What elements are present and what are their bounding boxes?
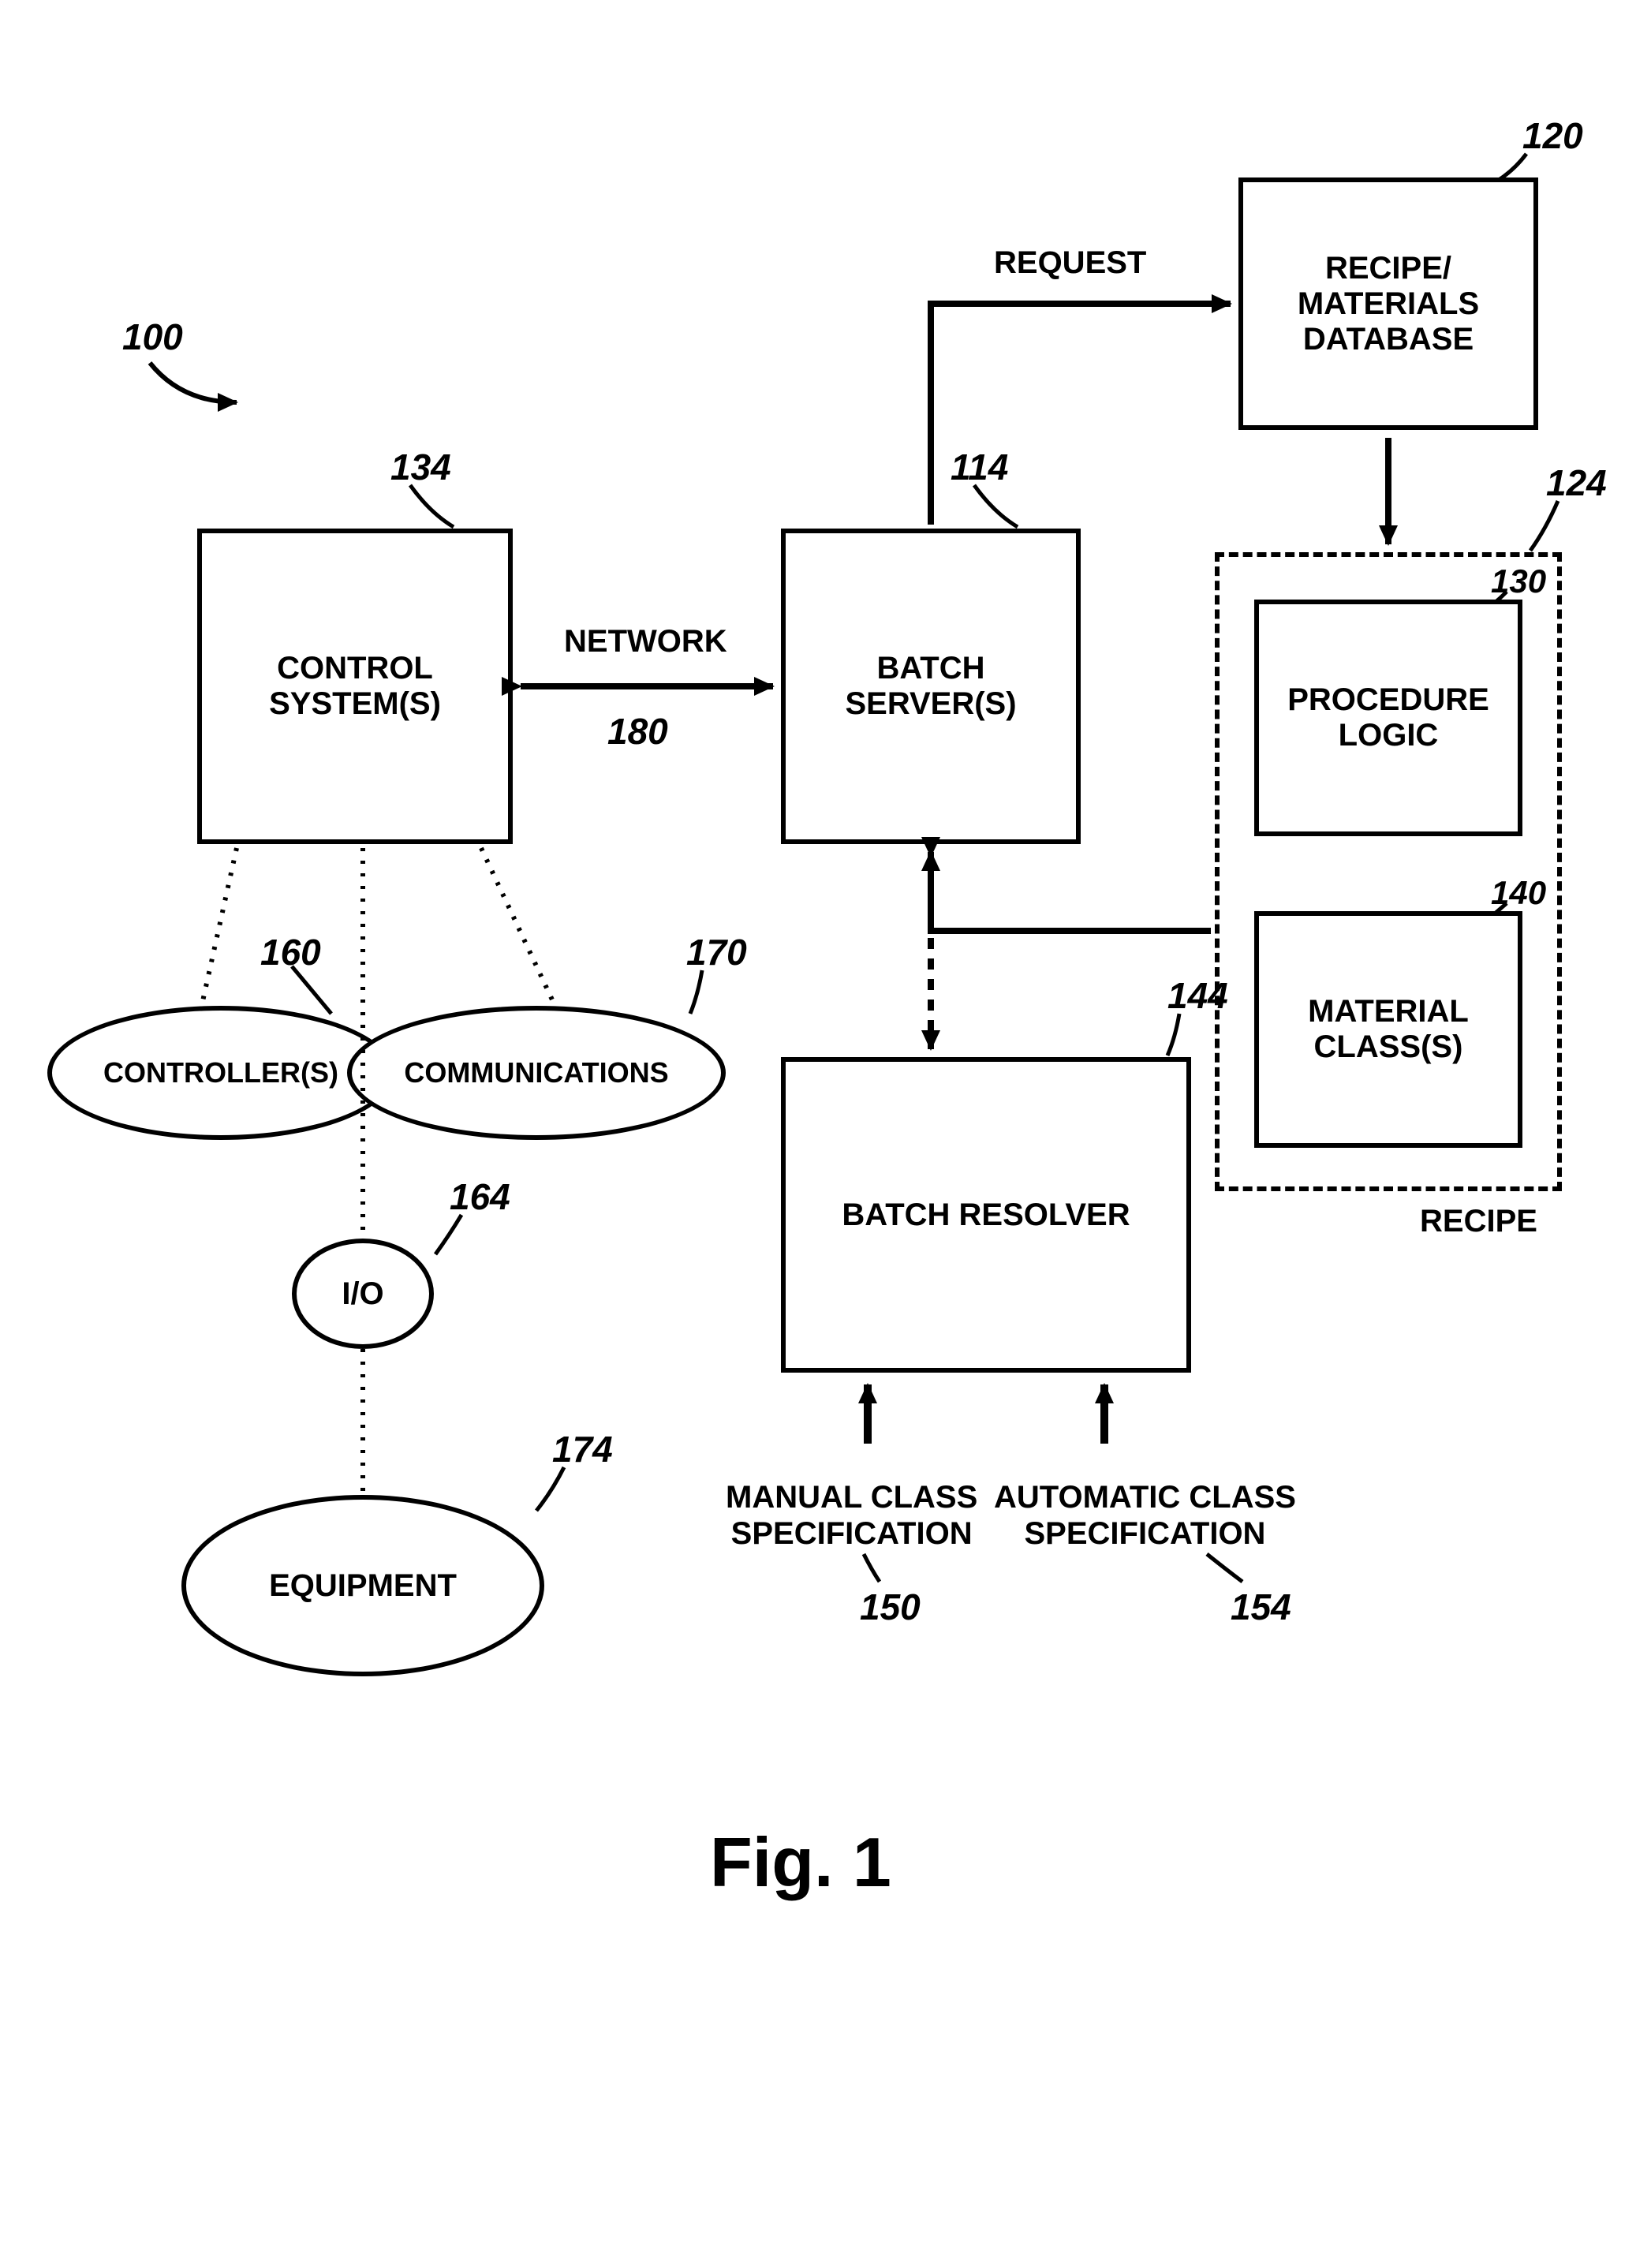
communications-ellipse: COMMUNICATIONS [347, 1006, 726, 1140]
system-ref: 100 [122, 316, 183, 358]
procedure-logic-ref: 130 [1491, 562, 1546, 600]
controllers-label: CONTROLLER(S) [103, 1056, 338, 1089]
io-ref: 164 [450, 1175, 510, 1218]
batch-server-box: BATCH SERVER(S) [781, 529, 1081, 844]
network-ref: 180 [607, 710, 668, 753]
recipe-db-label: RECIPE/ MATERIALS DATABASE [1298, 251, 1479, 357]
io-ellipse: I/O [292, 1239, 434, 1349]
controllers-ref: 160 [260, 931, 321, 973]
control-system-label: CONTROL SYSTEM(S) [269, 651, 441, 722]
material-class-box: MATERIAL CLASS(S) [1254, 911, 1522, 1148]
recipe-db-ref: 120 [1522, 114, 1583, 157]
batch-server-label: BATCH SERVER(S) [845, 651, 1016, 722]
batch-server-ref: 114 [951, 446, 1008, 488]
material-class-label: MATERIAL CLASS(S) [1308, 994, 1469, 1065]
control-system-box: CONTROL SYSTEM(S) [197, 529, 513, 844]
controllers-ellipse: CONTROLLER(S) [47, 1006, 394, 1140]
procedure-logic-label: PROCEDURE LOGIC [1287, 682, 1489, 753]
request-label: REQUEST [994, 245, 1146, 281]
batch-resolver-label: BATCH RESOLVER [842, 1198, 1130, 1233]
equipment-ref: 174 [552, 1428, 613, 1470]
communications-ref: 170 [686, 931, 747, 973]
equipment-ellipse: EQUIPMENT [181, 1495, 544, 1676]
automatic-class-label: AUTOMATIC CLASS SPECIFICATION [994, 1479, 1296, 1552]
material-class-ref: 140 [1491, 874, 1546, 912]
communications-label: COMMUNICATIONS [404, 1056, 668, 1089]
recipe-container-ref: 124 [1546, 461, 1607, 504]
figure-title: Fig. 1 [710, 1822, 891, 1903]
recipe-container-label: RECIPE [1420, 1203, 1537, 1239]
batch-resolver-ref: 144 [1167, 974, 1228, 1017]
procedure-logic-box: PROCEDURE LOGIC [1254, 600, 1522, 836]
network-label: NETWORK [564, 623, 727, 659]
batch-resolver-box: BATCH RESOLVER [781, 1057, 1191, 1373]
equipment-label: EQUIPMENT [269, 1568, 457, 1604]
io-label: I/O [342, 1276, 383, 1312]
system-diagram: 100 CONTROL SYSTEM(S) 134 BATCH SERVER(S… [0, 0, 1651, 2268]
automatic-class-ref: 154 [1231, 1586, 1291, 1628]
manual-class-ref: 150 [860, 1586, 921, 1628]
control-system-ref: 134 [390, 446, 451, 488]
manual-class-label: MANUAL CLASS SPECIFICATION [726, 1479, 977, 1552]
recipe-db-box: RECIPE/ MATERIALS DATABASE [1238, 177, 1538, 430]
